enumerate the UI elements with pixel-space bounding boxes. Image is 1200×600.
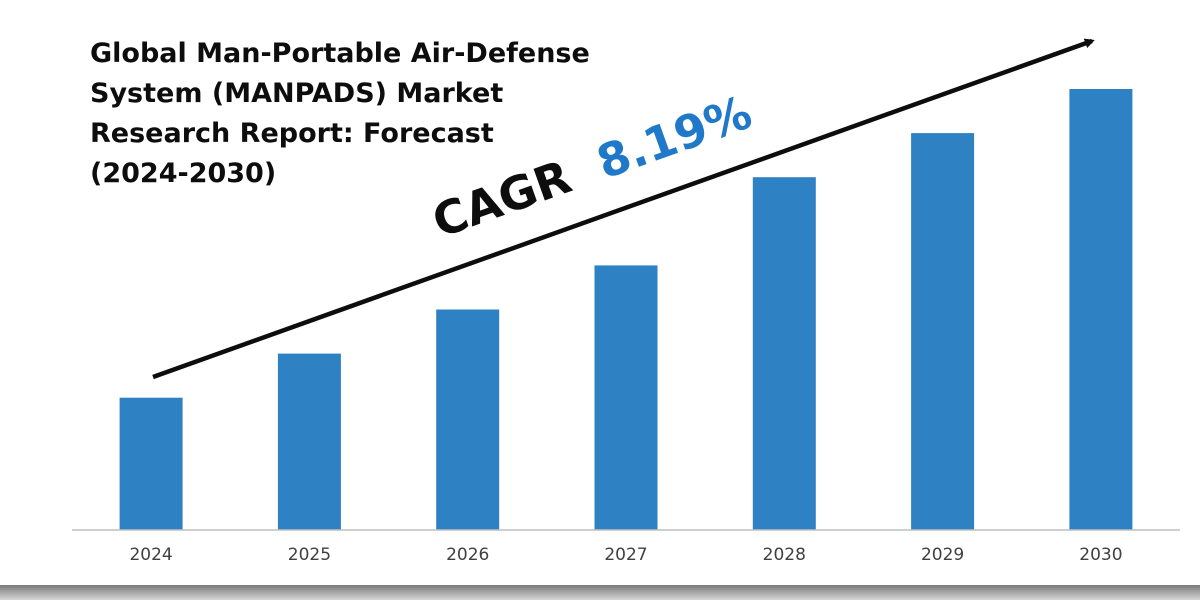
x-tick-label: 2028 (763, 545, 806, 565)
x-tick-label: 2029 (921, 545, 964, 565)
chart-title: Global Man-Portable Air-Defense System (… (90, 38, 595, 189)
bar-2025 (277, 353, 341, 530)
cagr-value: 8.19% (590, 85, 758, 190)
bar-2026 (436, 309, 500, 530)
x-tick-label: 2025 (288, 545, 331, 565)
bars-group (119, 89, 1133, 530)
x-tick-label: 2027 (604, 545, 647, 565)
bar-2027 (594, 265, 658, 530)
title-line: Global Man-Portable Air-Defense (90, 38, 590, 69)
bar-2029 (911, 133, 975, 530)
x-tick-label: 2024 (129, 545, 172, 565)
bottom-divider-bar (0, 585, 1200, 600)
bar-2024 (119, 397, 183, 530)
trend-arrow (152, 38, 1095, 380)
cagr-annotation: CAGR 8.19% (426, 85, 759, 248)
x-tick-label: 2026 (446, 545, 489, 565)
x-tick-label: 2030 (1079, 545, 1122, 565)
bar-2028 (752, 177, 816, 530)
x-axis-ticks: 2024 2025 2026 2027 2028 2029 2030 (129, 545, 1122, 565)
bar-2030 (1069, 89, 1133, 530)
title-line: System (MANPADS) Market (90, 78, 503, 109)
title-line: Research Report: Forecast (90, 118, 494, 149)
title-line: (2024-2030) (90, 158, 276, 189)
